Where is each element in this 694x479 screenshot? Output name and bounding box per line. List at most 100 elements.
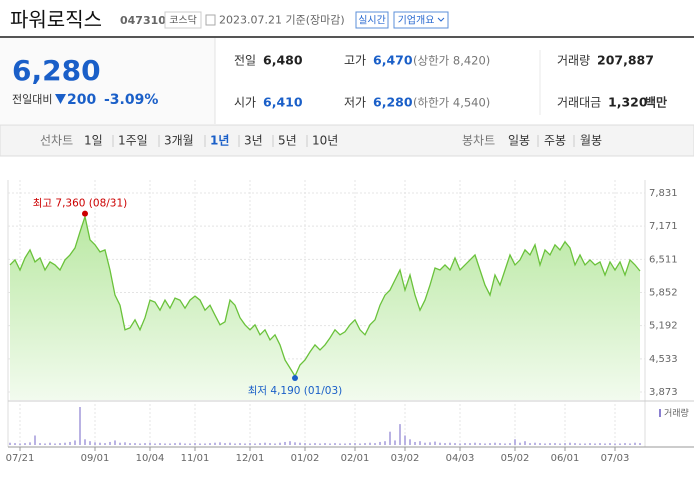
stat-value: 207,887 [597,53,654,68]
volume-bar [74,440,76,445]
volume-bar [524,441,526,445]
price-line [9,214,641,378]
volume-bar [564,443,566,445]
x-tick-label: 10/04 [136,453,165,464]
volume-bar [284,441,286,445]
volume-bar [389,431,391,445]
volume-bar [99,442,101,445]
volume-bar [554,443,556,445]
volume-bar [119,442,121,445]
volume-bar [324,443,326,445]
volume-bar [344,443,346,445]
volume-bar [279,442,281,445]
stat-value: 6,470 [373,53,413,68]
y-tick-label: 5,852 [649,288,678,299]
stat-label: 거래량 [557,54,590,68]
x-tick-label: 09/01 [81,453,110,464]
company-info[interactable]: 기업개요 [398,14,435,27]
price: 6,280 [12,54,101,87]
stat-label: 시가 [234,96,256,110]
volume-bar [444,443,446,445]
price-box [0,38,215,124]
volume-bar [349,443,351,445]
period-tab[interactable]: 1년 [210,134,229,148]
annotation: 최고 7,360 (08/31) [33,198,128,210]
candle-tab[interactable]: 주봉 [544,134,566,148]
volume-bar [194,443,196,445]
volume-bar [144,443,146,445]
volume-bar [454,443,456,445]
volume-bar [59,443,61,445]
volume-bar [379,441,381,445]
change-label: 전일대비 [12,92,52,106]
period-tab[interactable]: 1주일 [118,134,148,148]
candle-tab[interactable]: 월봉 [580,134,602,148]
volume-bar [584,443,586,445]
realtime[interactable]: 실시간 [358,15,386,27]
x-tick-label: 06/01 [551,453,580,464]
period-tab[interactable]: 10년 [312,134,338,148]
volume-bar [619,443,621,445]
volume-bar [579,443,581,445]
volume-bar [179,442,181,445]
volume-bar [374,443,376,445]
period-tab[interactable]: 3개월 [164,134,194,148]
volume-bar [434,441,436,445]
period-tab[interactable]: 3년 [244,134,263,148]
period-tab[interactable]: 5년 [278,134,297,148]
dropdown-icon [437,17,445,22]
company-info-badge[interactable] [393,11,449,29]
y-tick-label: 7,831 [649,188,678,199]
volume-bar [469,443,471,445]
volume-bar [184,443,186,445]
volume-bar [459,443,461,445]
volume-bar [149,442,151,445]
volume-bar [244,443,246,445]
volume-bar [474,442,476,445]
volume-bar [64,442,66,445]
volume-bar [219,442,221,445]
volume-bar [124,442,126,445]
volume-bar [104,443,106,445]
extreme-point [292,375,298,382]
stat-label: 고가 [344,54,366,68]
volume-bar [544,443,546,445]
volume-bar [424,442,426,445]
volume-bar [229,442,231,445]
volume-bar [269,443,271,445]
volume-bar [414,441,416,445]
volume-bar [339,443,341,445]
date: 2023.07.21 기준(장마감) [219,14,345,27]
volume-bar [359,443,361,445]
x-tick-label: 01/02 [291,453,320,464]
volume-bar [319,443,321,445]
period-tab[interactable]: 1일 [84,134,103,148]
volume-bar [304,443,306,445]
x-tick-label: 12/01 [236,453,265,464]
volume-bar [69,441,71,445]
volume-bar [264,442,266,445]
volume-bar [14,443,16,445]
change-pct: -3.09% [104,92,158,108]
stock-name: 파워로직스 [10,8,102,32]
volume-bar [154,443,156,445]
volume-bar [509,443,511,445]
volume-bar [384,441,386,445]
stock-code: 047310 [120,14,166,27]
volume-bar [504,443,506,445]
realtime-badge[interactable] [355,11,389,29]
volume-bar [44,443,46,445]
volume-bar [159,443,161,445]
volume-bar [129,443,131,445]
calendar-icon [205,14,216,26]
volume-bar [549,443,551,445]
stat-value: 6,280 [373,95,413,110]
y-tick-label: 4,533 [649,354,678,365]
extreme-point [82,210,88,217]
volume-bar [34,435,36,445]
volume-bar [604,443,606,445]
candle-tab[interactable]: 일봉 [508,134,530,148]
volume-bar [409,439,411,445]
volume-bar [574,443,576,445]
stat-label: 저가 [344,96,366,110]
